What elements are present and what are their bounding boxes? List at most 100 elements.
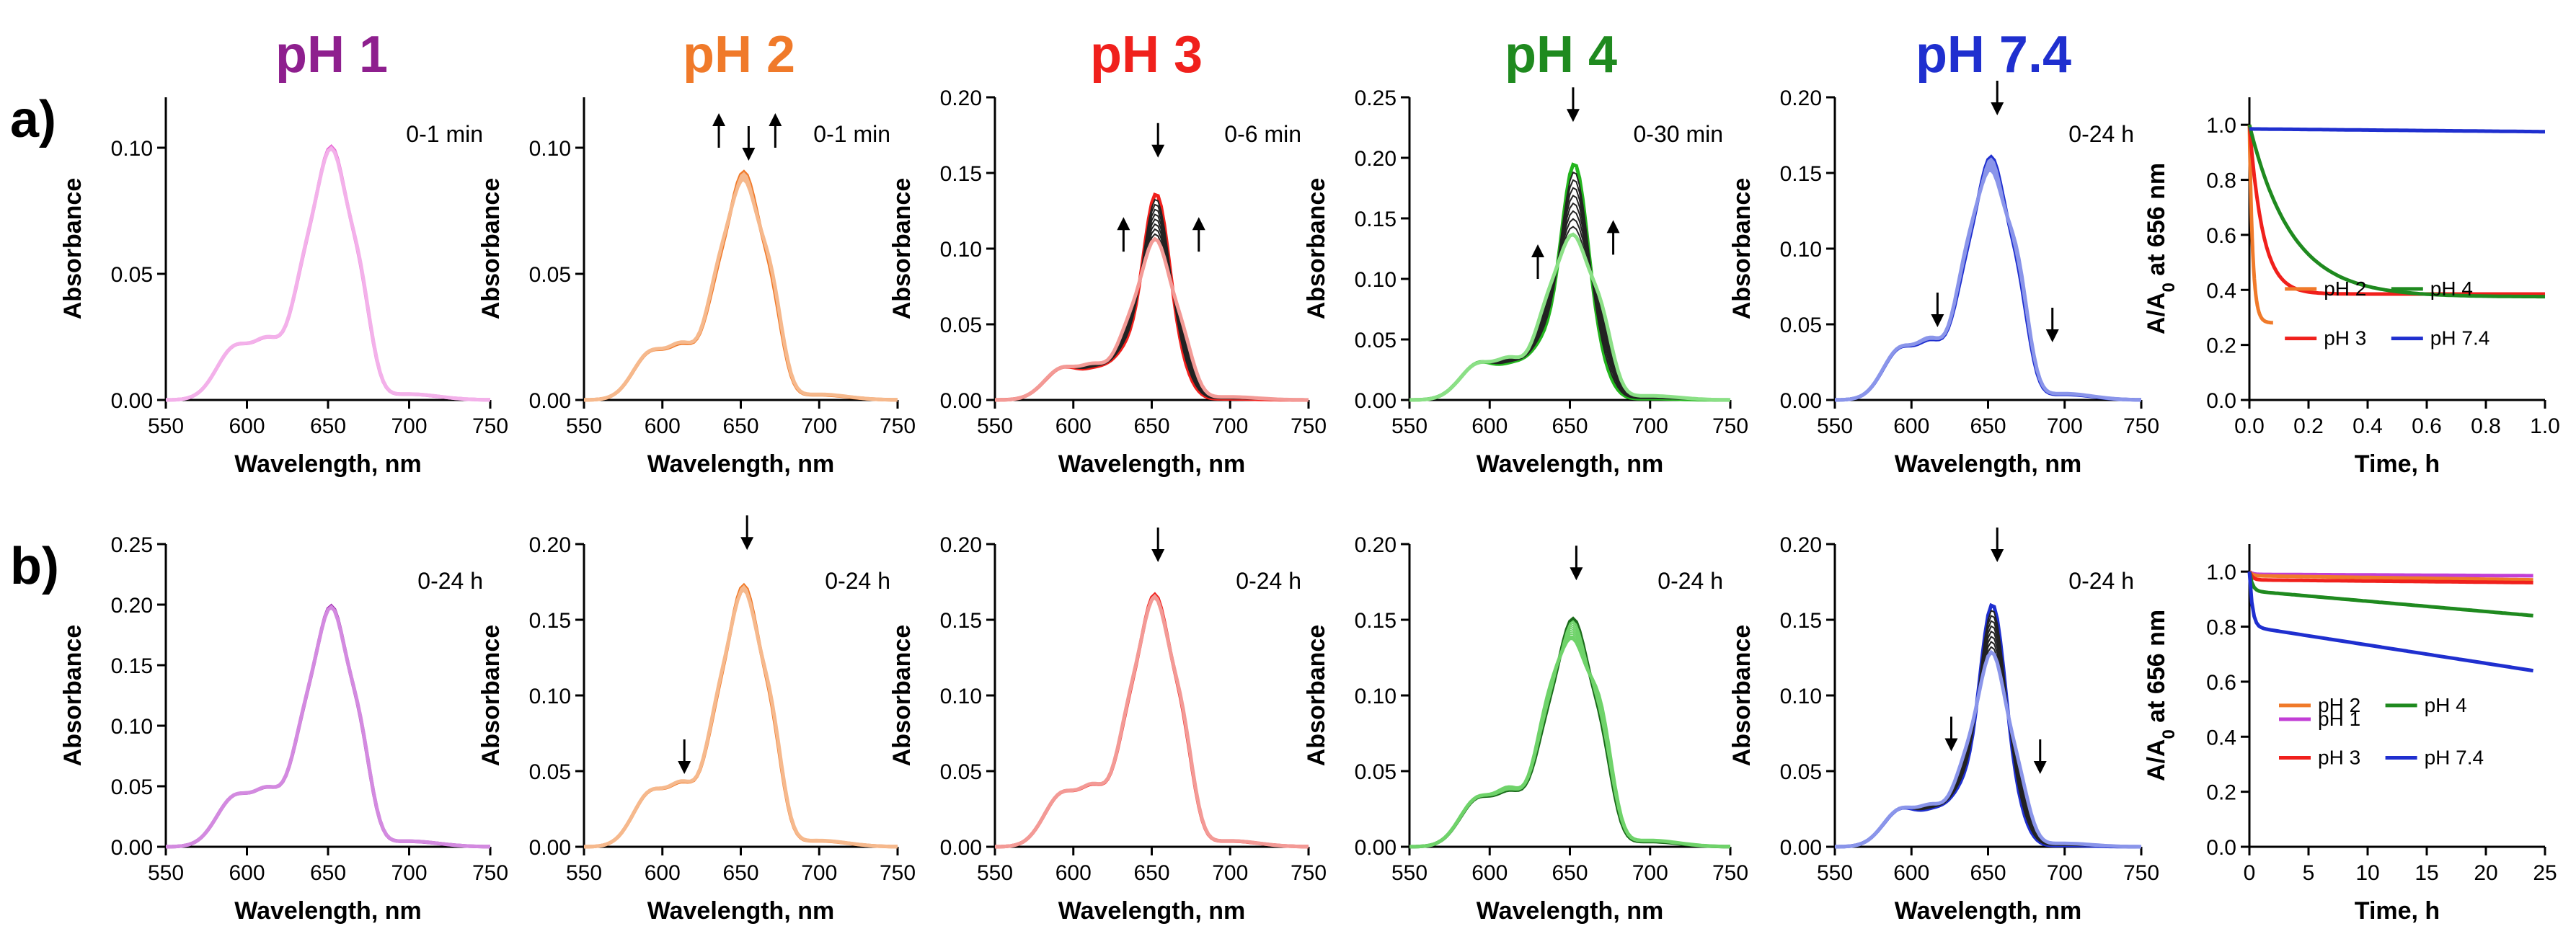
x-tick-label: 600 — [1055, 861, 1092, 885]
x-tick-label: 750 — [1291, 861, 1327, 885]
spectrum-curve — [995, 593, 1309, 848]
row-label-b: b) — [10, 538, 59, 595]
axis-lines — [2248, 97, 2545, 401]
y-tick-label: 0.00 — [529, 836, 571, 860]
kinetic-series-pH74 — [2249, 127, 2545, 134]
y-axis-label: A/A0 at 656 nm — [2143, 610, 2179, 781]
x-tick-label: 600 — [1471, 861, 1508, 885]
spectrum-curve — [1835, 154, 2141, 402]
spectrum-curve — [166, 605, 490, 848]
spectrum-curve — [584, 172, 898, 401]
spectrum-curve — [584, 177, 898, 401]
spectrum-curve — [1835, 166, 2141, 401]
spectrum-curve — [166, 144, 490, 402]
x-tick-label: 600 — [1893, 861, 1929, 885]
y-tick-label: 0.05 — [940, 313, 982, 337]
y-tick-label: 0.0 — [2206, 836, 2236, 860]
legend-label: pH 3 — [2318, 746, 2360, 768]
trend-arrow-head — [678, 761, 691, 774]
x-tick-label: 600 — [229, 861, 265, 885]
trend-arrow-head — [1991, 549, 2004, 562]
spectrum-curve — [166, 605, 490, 848]
time-annotation: 0-24 h — [825, 568, 890, 594]
legend-label: pH 7.4 — [2425, 746, 2484, 768]
x-tick-label: 750 — [1712, 414, 1748, 438]
x-tick-label: 750 — [472, 414, 508, 438]
y-tick-label: 1.0 — [2206, 561, 2236, 584]
y-tick-label: 0.10 — [1355, 268, 1397, 292]
trend-arrow-head — [1566, 109, 1580, 123]
x-tick-label: 600 — [645, 414, 681, 438]
x-tick-label: 750 — [472, 861, 508, 885]
panel-title-ph74: pH 7.4 — [1916, 26, 2071, 84]
x-tick-label: 650 — [1552, 861, 1588, 885]
y-tick-label: 0.05 — [529, 760, 571, 784]
y-tick-label: 0.25 — [111, 533, 153, 557]
chart-b4: 550 600 650 700 750 0.00 0.05 0.10 0.15 0.20 Wavel… — [1303, 533, 1748, 925]
x-tick-label: 0.6 — [2412, 414, 2442, 438]
x-tick-label: 0.4 — [2353, 414, 2383, 438]
y-axis-label: Absorbance — [1728, 625, 1756, 767]
chart-a4: 550 600 650 700 750 0.00 0.05 0.10 0.15 0.20 0.25 W… — [1303, 86, 1748, 478]
spectrum-curve — [584, 582, 898, 849]
spectrum-curve — [166, 605, 490, 848]
spectrum-curve — [1835, 167, 2141, 402]
spectrum-curve — [1409, 626, 1730, 848]
spectrum-curve — [1409, 195, 1730, 401]
y-tick-label: 0.20 — [1355, 533, 1397, 557]
trend-arrow-head — [1606, 220, 1620, 233]
legend-label: pH 4 — [2430, 277, 2473, 300]
spectrum-curve — [995, 595, 1309, 848]
y-tick-label: 0.00 — [940, 389, 982, 413]
kinetic-series-pH4 — [2247, 124, 2545, 299]
x-tick-label: 550 — [977, 861, 1013, 885]
x-tick-label: 600 — [1055, 414, 1092, 438]
spectrum-curve — [995, 594, 1309, 848]
x-axis-label: Wavelength, nm — [1895, 897, 2081, 925]
row-label-a: a) — [10, 91, 56, 148]
spectrum-curve — [584, 588, 898, 848]
time-annotation: 0-24 h — [1236, 568, 1301, 594]
y-axis-label: Absorbance — [888, 625, 916, 767]
trend-arrow-head — [1570, 567, 1583, 581]
spectrum-curve — [584, 174, 898, 401]
y-tick-label: 0.05 — [1355, 329, 1397, 352]
y-tick-label: 0.6 — [2206, 224, 2236, 248]
spectrum-curve — [1409, 633, 1730, 848]
x-tick-label: 650 — [310, 861, 346, 885]
spectrum-curve — [584, 177, 898, 401]
trend-arrow-head — [769, 113, 782, 126]
x-tick-label: 0.8 — [2471, 414, 2501, 438]
y-axis-label: Absorbance — [477, 178, 505, 320]
spectrum-curve — [1409, 624, 1730, 848]
spectrum-curve — [584, 587, 898, 849]
y-tick-label: 0.00 — [111, 836, 153, 860]
x-tick-label: 10 — [2355, 861, 2379, 885]
x-tick-label: 650 — [722, 861, 758, 885]
x-tick-label: 550 — [1817, 861, 1853, 885]
panel-title-ph2: pH 2 — [683, 26, 795, 84]
trend-arrow-head — [1931, 314, 1944, 327]
x-tick-label: 650 — [722, 414, 758, 438]
x-tick-label: 550 — [148, 414, 184, 438]
y-tick-label: 0.15 — [1780, 609, 1822, 633]
x-axis-label: Wavelength, nm — [647, 450, 834, 478]
spectrum-curve — [1409, 226, 1731, 401]
spectrum-curve — [166, 146, 490, 402]
spectrum-curve — [1409, 218, 1730, 401]
trend-arrow-head — [1944, 738, 1958, 752]
spectrum-curve — [166, 147, 490, 401]
y-tick-label: 0.10 — [529, 685, 571, 708]
y-tick-label: 0.00 — [111, 389, 153, 413]
x-axis-label: Wavelength, nm — [234, 450, 421, 478]
time-annotation: 0-1 min — [813, 121, 890, 147]
y-tick-label: 0.10 — [1355, 685, 1397, 708]
spectrum-curve — [995, 595, 1309, 848]
y-tick-label: 0.15 — [1355, 609, 1397, 633]
y-tick-label: 0.10 — [1780, 238, 1822, 262]
legend-label: pH 4 — [2425, 694, 2467, 716]
y-axis-label: Absorbance — [477, 625, 505, 767]
legend-label: pH 1 — [2318, 708, 2360, 730]
x-tick-label: 1.0 — [2530, 414, 2560, 438]
trend-arrow-head — [1531, 244, 1544, 257]
